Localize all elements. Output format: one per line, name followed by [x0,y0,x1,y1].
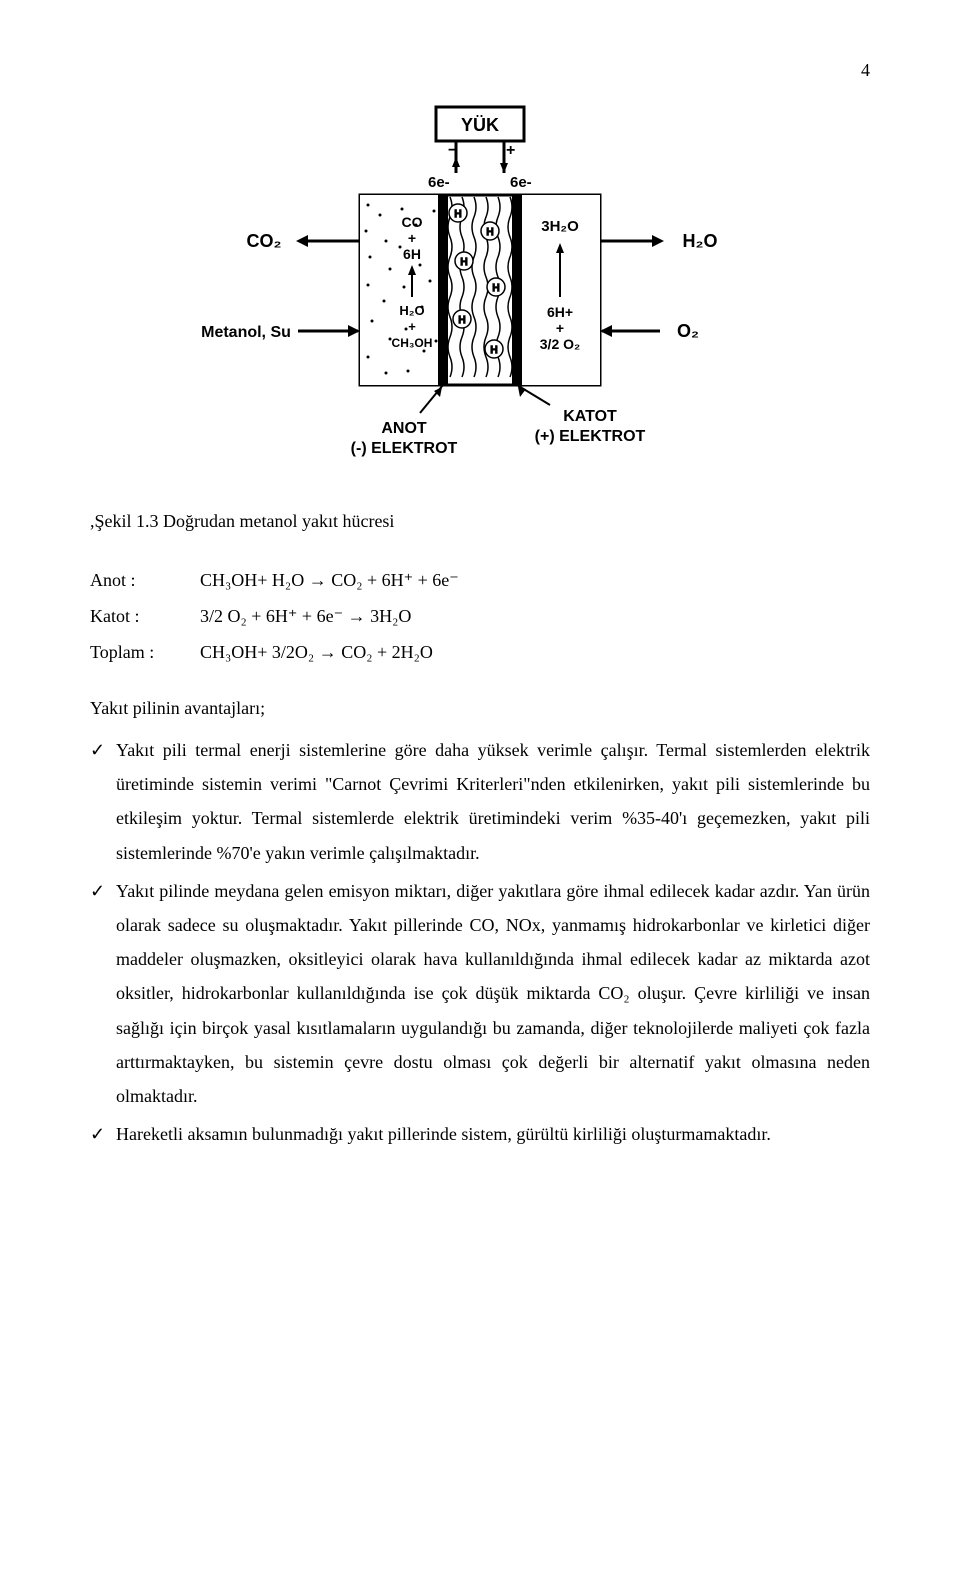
svg-text:H₂O: H₂O [399,303,424,318]
check-icon: ✓ [90,733,116,870]
svg-text:H: H [458,315,465,326]
load-plus: + [506,142,515,159]
svg-text:CO: CO [402,214,423,230]
load-label: YÜK [461,115,499,135]
katot-label: Katot : [90,598,200,634]
anot-label: Anot : [90,562,200,598]
svg-text:Metanol, Su: Metanol, Su [201,324,291,341]
bullet-item: ✓ Yakıt pili termal enerji sistemlerine … [90,733,870,870]
svg-text:+: + [408,319,416,334]
svg-text:CO₂: CO₂ [247,231,282,251]
svg-text:+: + [408,230,416,246]
bullet-text: Yakıt pili termal enerji sistemlerine gö… [116,733,870,870]
equations-block: Anot : CH₃OH+ H₂O → CO₂ + 6H⁺ + 6e⁻ Kato… [90,562,870,670]
bullet-item: ✓ Hareketli aksamın bulunmadığı yakıt pi… [90,1117,870,1151]
svg-text:(-) ELEKTROT: (-) ELEKTROT [351,440,458,457]
svg-text:H: H [486,227,493,238]
svg-text:(+) ELEKTROT: (+) ELEKTROT [535,428,646,445]
bullet-item: ✓ Yakıt pilinde meydana gelen emisyon mi… [90,874,870,1113]
svg-text:6H: 6H [403,246,421,262]
check-icon: ✓ [90,874,116,1113]
electron-right: 6e- [510,174,532,191]
svg-text:H₂O: H₂O [683,231,718,251]
svg-text:H: H [460,257,467,268]
svg-text:+: + [556,320,564,336]
svg-text:ANOT: ANOT [381,420,427,437]
bullet-text: Hareketli aksamın bulunmadığı yakıt pill… [116,1117,870,1151]
electron-left: 6e- [428,174,450,191]
svg-text:H: H [490,345,497,356]
toplam-equation: CH₃OH+ 3/2O₂ → CO₂ + 2H₂O [200,634,870,670]
fuel-cell-diagram: YÜK − + 6e- 6e- H [90,101,870,481]
page-number: 4 [90,60,870,81]
katot-equation: 3/2 O₂ + 6H⁺ + 6e⁻ → 3H₂O [200,598,870,634]
check-icon: ✓ [90,1117,116,1151]
advantages-heading: Yakıt pilinin avantajları; [90,698,870,719]
anode-bar [438,195,448,385]
svg-text:3/2 O₂: 3/2 O₂ [540,336,580,352]
figure-caption: ,Şekil 1.3 Doğrudan metanol yakıt hücres… [90,511,870,532]
svg-text:O₂: O₂ [677,321,699,341]
svg-text:3H₂O: 3H₂O [541,218,579,235]
svg-text:6H+: 6H+ [547,304,573,320]
membrane: H H H H H H [442,195,518,385]
anot-equation: CH₃OH+ H₂O → CO₂ + 6H⁺ + 6e⁻ [200,562,870,598]
svg-text:CH₃OH: CH₃OH [392,336,433,350]
cathode-bar [512,195,522,385]
toplam-label: Toplam : [90,634,200,670]
svg-text:H: H [492,283,499,294]
svg-text:H: H [454,209,461,220]
svg-text:KATOT: KATOT [563,408,617,425]
bullet-text: Yakıt pilinde meydana gelen emisyon mikt… [116,874,870,1113]
